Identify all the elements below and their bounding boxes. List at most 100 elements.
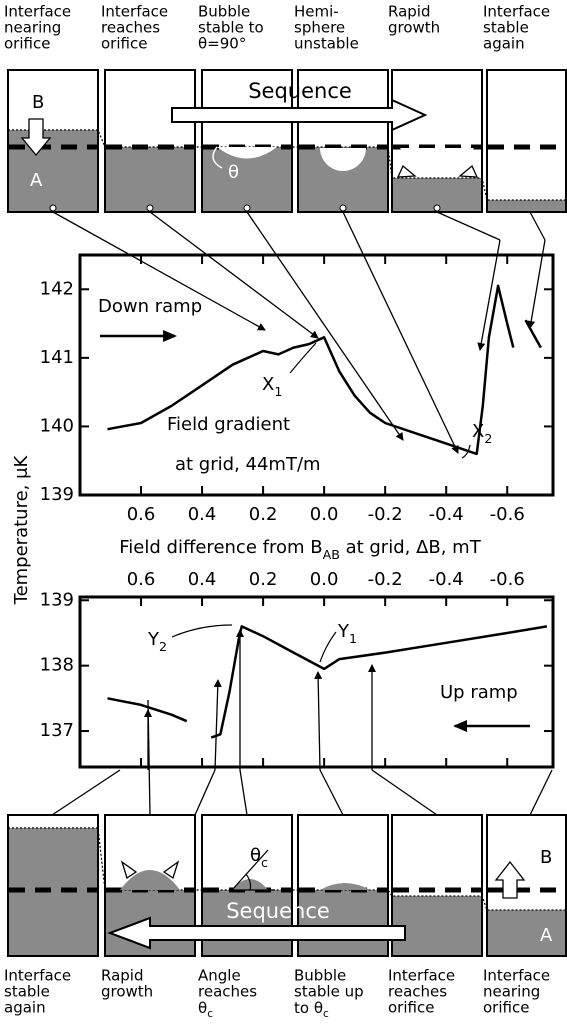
orifice-marker: [49, 204, 57, 212]
bubble: [320, 883, 370, 890]
angle-arc: [212, 146, 223, 169]
orifice-marker: [433, 204, 441, 212]
panel-label: reaches: [388, 983, 447, 1001]
connector: [371, 769, 438, 816]
annotation-part: Y: [337, 621, 350, 642]
x-tick-label: -0.6: [490, 504, 525, 525]
plot-frame: [78, 595, 555, 769]
fluid-label: A: [30, 170, 43, 191]
angle-label: θc: [250, 845, 268, 870]
fluid-a: [299, 890, 387, 955]
angle-label: θ: [228, 162, 239, 183]
panel-label: orifice: [388, 999, 434, 1017]
annotation: Field gradient: [167, 414, 290, 435]
annotation-part: 2: [159, 639, 167, 654]
connector: [52, 211, 266, 331]
interface-trace: [8, 129, 567, 201]
x-axis-label: Field difference from BAB at grid, ΔB, m…: [119, 537, 481, 562]
annotation: X1: [262, 374, 282, 399]
y-tick-label: 141: [40, 347, 74, 368]
angle-label-part: c: [261, 855, 268, 870]
fluid-a: [203, 890, 291, 955]
panel-label: Interface: [483, 3, 550, 21]
panel-label: again: [4, 999, 46, 1017]
panel-label: Hemi-: [294, 3, 339, 21]
y-axis-label: Temperature, μK: [11, 454, 32, 605]
connector: [319, 769, 344, 816]
panel-label-part: to θ: [294, 999, 323, 1017]
fluid-a: [9, 130, 97, 211]
panel-label-part: θ: [198, 999, 207, 1017]
x-axis-label-part: AB: [323, 547, 340, 562]
panel: [486, 69, 567, 213]
x-tick-label: 0.6: [127, 569, 156, 590]
sequence-label: Sequence: [248, 79, 352, 103]
panel-label: θc: [198, 999, 213, 1021]
y-tick-label: 138: [40, 655, 74, 676]
panel-label: Interface: [4, 967, 71, 985]
panel-label: Bubble: [294, 967, 346, 985]
annotation: Up ramp: [440, 682, 518, 703]
connector: [436, 211, 501, 241]
panel-label: Interface: [388, 967, 455, 985]
annotation-part: X: [262, 374, 274, 395]
orifice-marker: [339, 204, 347, 212]
x-tick-label: -0.4: [429, 504, 464, 525]
y-tick-label: 139: [40, 484, 74, 505]
y-tick-label: 142: [40, 278, 74, 299]
annotation: Down ramp: [98, 296, 202, 317]
x-tick-label: -0.2: [368, 569, 403, 590]
connector: [213, 679, 222, 771]
bubble: [217, 147, 277, 159]
fluid-a: [488, 910, 565, 955]
x-axis-label-part: at grid, ΔB, mT: [340, 537, 482, 558]
panel-label: growth: [388, 19, 440, 37]
growth-arrows: [120, 860, 180, 880]
flow-arrow: [494, 860, 526, 899]
x-tick-label: 0.4: [188, 504, 217, 525]
connector: [239, 769, 248, 816]
annotation: X2: [472, 421, 492, 446]
y-tick-label: 140: [40, 415, 74, 436]
panel-label: to θc: [294, 999, 329, 1021]
x-axis-label-part: Field difference from B: [119, 537, 322, 558]
leader: [319, 631, 337, 663]
fluid-label: B: [32, 92, 44, 113]
flow-arrow: [20, 118, 52, 157]
panel-label: sphere: [294, 19, 345, 37]
panel-label: Angle: [198, 967, 241, 985]
angle-arc: [245, 873, 252, 891]
data-line: [107, 284, 542, 456]
panel-label: growth: [101, 983, 153, 1001]
annotation: Y2: [147, 629, 167, 654]
panel-label: orifice: [101, 35, 147, 53]
annotation-part: 2: [484, 431, 492, 446]
panel-label-part: c: [207, 1008, 213, 1020]
panel-label: again: [483, 35, 525, 53]
connector: [529, 211, 546, 241]
panel-label: stable: [483, 19, 529, 37]
annotation-part: 1: [349, 631, 357, 646]
connector: [246, 211, 404, 441]
panel-label: nearing: [483, 983, 540, 1001]
panel-label: Rapid: [101, 967, 144, 985]
orifice-marker: [243, 204, 251, 212]
panel-label: orifice: [483, 999, 529, 1017]
fluid-a: [488, 200, 565, 211]
annotation: at grid, 44mT/m: [175, 454, 321, 475]
x-tick-label: 0.2: [249, 504, 278, 525]
panel-label: Interface: [4, 3, 71, 21]
panel-label-part: c: [323, 1008, 329, 1020]
fluid-a: [393, 896, 481, 955]
panel-label: Rapid: [388, 3, 431, 21]
x-tick-label: -0.6: [490, 569, 525, 590]
connector: [149, 211, 319, 339]
connector: [51, 769, 121, 816]
annotation-part: Y: [147, 629, 160, 650]
leader: [289, 342, 317, 374]
panel-label: Bubble: [198, 3, 250, 21]
sequence-arrow: [107, 916, 406, 950]
fluid-label: B: [540, 847, 552, 868]
leader: [171, 624, 233, 638]
